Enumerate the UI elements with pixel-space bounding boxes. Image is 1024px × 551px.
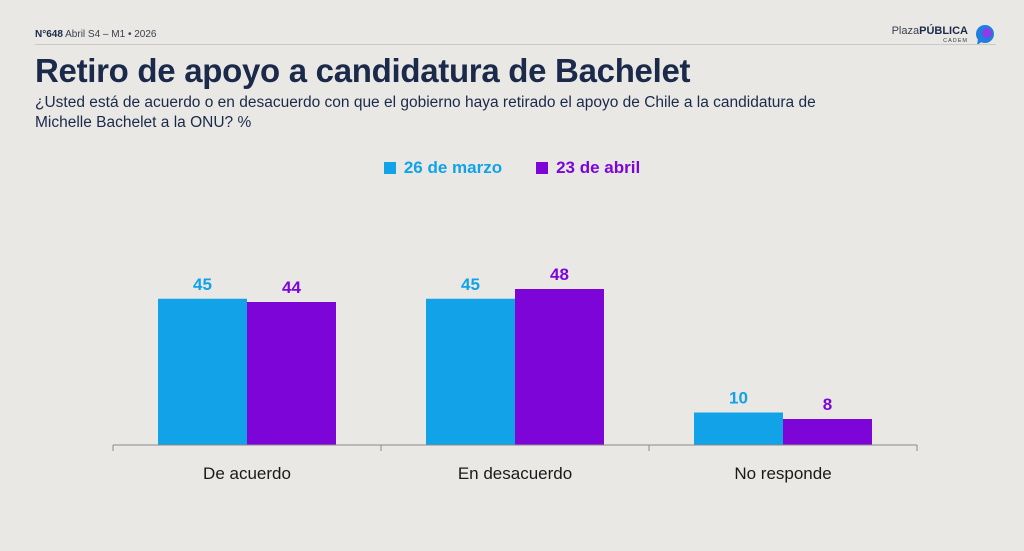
category-label: De acuerdo [203, 464, 291, 483]
brand-bold: PÚBLICA [919, 24, 968, 37]
data-label: 48 [550, 265, 569, 284]
bar [158, 298, 247, 445]
brand-logo: PlazaPÚBLICA CADEM [892, 24, 996, 46]
legend-label-series-2: 23 de abril [556, 158, 641, 177]
bar [247, 302, 336, 445]
bar [426, 298, 515, 445]
category-label: En desacuerdo [458, 464, 572, 483]
category-label: No responde [734, 464, 831, 483]
bar [783, 419, 872, 445]
data-label: 10 [729, 389, 748, 408]
data-label: 45 [461, 275, 480, 294]
header-divider [35, 44, 996, 45]
issue-number: N°648 [35, 29, 63, 40]
chart-legend: 26 de marzo 23 de abril [0, 158, 1024, 178]
data-label: 8 [823, 395, 832, 414]
issue-meta: N°648 Abril S4 – M1 • 2026 [35, 29, 156, 40]
speech-bubble-icon [976, 25, 994, 45]
legend-swatch-series-2 [536, 162, 549, 174]
issue-date: Abril S4 – M1 • 2026 [65, 29, 157, 40]
data-label: 45 [193, 275, 212, 294]
data-label: 44 [282, 278, 301, 297]
legend-item-series-2: 23 de abril [536, 158, 640, 178]
legend-swatch-series-1 [383, 162, 396, 174]
brand-sub: CADEM [943, 37, 968, 44]
bar [515, 289, 604, 445]
brand-prefix: Plaza [891, 24, 920, 37]
legend-item-series-1: 26 de marzo [383, 158, 503, 178]
legend-label-series-1: 26 de marzo [403, 158, 503, 177]
page-title: Retiro de apoyo a candidatura de Bachele… [35, 52, 691, 89]
question-text: ¿Usted está de acuerdo o en desacuerdo c… [35, 94, 816, 131]
bar [694, 412, 783, 445]
